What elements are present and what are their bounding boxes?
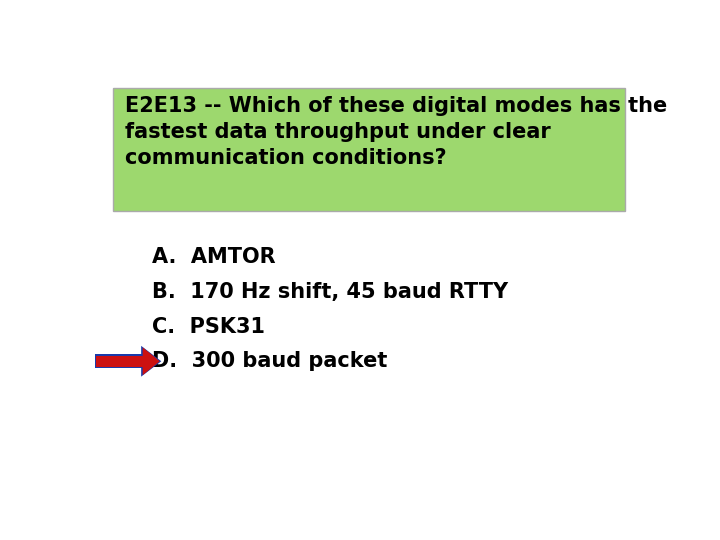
Text: D.  300 baud packet: D. 300 baud packet [152, 351, 387, 372]
Bar [94, 354, 144, 368]
Text: B.  170 Hz shift, 45 baud RTTY: B. 170 Hz shift, 45 baud RTTY [152, 282, 508, 302]
Bar [113, 88, 625, 211]
Polygon shape [141, 346, 161, 377]
Text: A.  AMTOR: A. AMTOR [152, 247, 276, 267]
Polygon shape [143, 347, 160, 375]
Bar [96, 356, 143, 367]
Text: E2E13 -- Which of these digital modes has the
fastest data throughput under clea: E2E13 -- Which of these digital modes ha… [125, 96, 667, 168]
Text: C.  PSK31: C. PSK31 [152, 316, 265, 336]
